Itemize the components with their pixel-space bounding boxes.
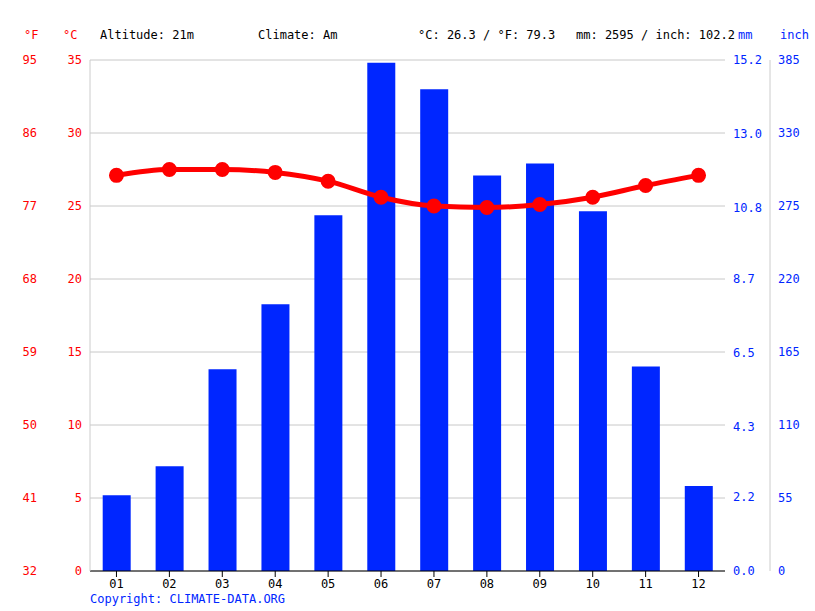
html-text:°F: °F bbox=[24, 28, 39, 42]
svg-text:11: 11 bbox=[638, 577, 652, 591]
html-text:°C: °C bbox=[63, 28, 78, 42]
svg-text:30: 30 bbox=[68, 126, 82, 140]
svg-text:8.7: 8.7 bbox=[733, 272, 755, 286]
html-text:Copyright: CLIMATE-DATA.ORG: Copyright: CLIMATE-DATA.ORG bbox=[90, 592, 286, 606]
svg-text:10: 10 bbox=[68, 418, 82, 432]
svg-text:330: 330 bbox=[778, 126, 800, 140]
svg-text:220: 220 bbox=[778, 272, 800, 286]
svg-text:0: 0 bbox=[75, 564, 82, 578]
svg-text:06: 06 bbox=[374, 577, 388, 591]
svg-text:10: 10 bbox=[585, 577, 599, 591]
svg-text:5: 5 bbox=[75, 491, 82, 505]
svg-text:2.2: 2.2 bbox=[733, 490, 755, 504]
svg-text:55: 55 bbox=[778, 491, 792, 505]
svg-text:12: 12 bbox=[691, 577, 705, 591]
svg-text:32: 32 bbox=[23, 564, 37, 578]
svg-text:15.2: 15.2 bbox=[733, 53, 762, 67]
svg-text:77: 77 bbox=[23, 199, 37, 213]
svg-text:15: 15 bbox=[68, 345, 82, 359]
svg-text:385: 385 bbox=[778, 53, 800, 67]
svg-text:13.0: 13.0 bbox=[733, 127, 762, 141]
html-text:Climate: Am: Climate: Am bbox=[258, 28, 338, 42]
svg-text:0.0: 0.0 bbox=[733, 564, 755, 578]
svg-text:10.8: 10.8 bbox=[733, 201, 762, 215]
svg-text:86: 86 bbox=[23, 126, 37, 140]
svg-text:275: 275 bbox=[778, 199, 800, 213]
svg-text:03: 03 bbox=[215, 577, 229, 591]
svg-text:50: 50 bbox=[23, 418, 37, 432]
svg-text:4.3: 4.3 bbox=[733, 420, 755, 434]
svg-text:05: 05 bbox=[321, 577, 335, 591]
svg-text:0: 0 bbox=[778, 564, 785, 578]
svg-text:25: 25 bbox=[68, 199, 82, 213]
svg-text:09: 09 bbox=[533, 577, 547, 591]
svg-text:68: 68 bbox=[23, 272, 37, 286]
svg-text:6.5: 6.5 bbox=[733, 346, 755, 360]
svg-text:20: 20 bbox=[68, 272, 82, 286]
html-text:Altitude: 21m: Altitude: 21m bbox=[100, 28, 194, 42]
svg-text:04: 04 bbox=[268, 577, 282, 591]
html-text:mm: mm bbox=[738, 28, 753, 42]
svg-text:59: 59 bbox=[23, 345, 37, 359]
svg-text:35: 35 bbox=[68, 53, 82, 67]
svg-text:165: 165 bbox=[778, 345, 800, 359]
svg-text:01: 01 bbox=[109, 577, 123, 591]
svg-text:08: 08 bbox=[480, 577, 494, 591]
svg-text:02: 02 bbox=[162, 577, 176, 591]
svg-text:95: 95 bbox=[23, 53, 37, 67]
svg-text:07: 07 bbox=[427, 577, 441, 591]
html-text:mm: 2595 / inch: 102.2: mm: 2595 / inch: 102.2 bbox=[576, 28, 735, 42]
svg-text:110: 110 bbox=[778, 418, 800, 432]
html-text:inch: inch bbox=[780, 28, 809, 42]
html-text:°C: 26.3 / °F: 79.3: °C: 26.3 / °F: 79.3 bbox=[418, 28, 556, 42]
svg-text:41: 41 bbox=[23, 491, 37, 505]
